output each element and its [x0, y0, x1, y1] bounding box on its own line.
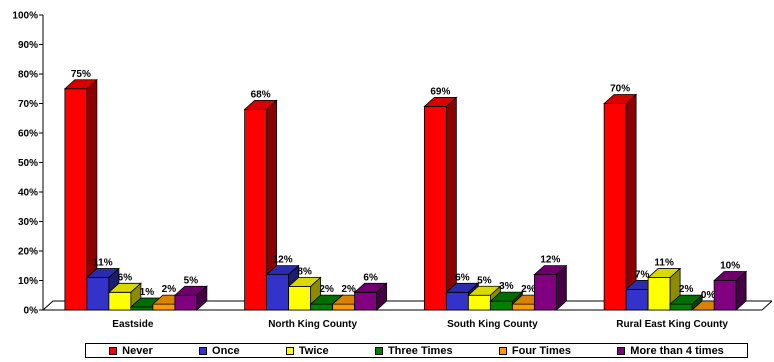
data-label: 2% — [521, 284, 536, 295]
y-tick-label: 20% — [18, 247, 38, 258]
legend-swatch — [374, 346, 383, 355]
legend-item-never: Never — [109, 345, 153, 357]
legend-label: Never — [122, 344, 153, 357]
legend-swatch — [285, 346, 294, 355]
x-tick-label: Rural East King County — [616, 319, 728, 330]
data-label: 75% — [71, 69, 91, 80]
data-label: 6% — [118, 272, 133, 283]
data-label: 12% — [273, 255, 293, 266]
bar-never-1 — [243, 99, 278, 311]
legend-item-once: Once — [199, 345, 240, 357]
legend-item-four-times: Four Times — [498, 344, 571, 357]
data-label: 70% — [610, 84, 630, 95]
data-label: 12% — [540, 255, 560, 266]
legend-item-twice: Twice — [285, 344, 329, 357]
bar-more-than-4-times-3 — [713, 270, 748, 311]
data-label: 69% — [430, 86, 450, 97]
data-label: 3% — [499, 281, 514, 292]
chart-legend: Never Once Twice Three Times Four Times More … — [85, 343, 748, 358]
data-label: 6% — [363, 272, 378, 283]
y-tick-label: 100% — [12, 11, 38, 22]
bar-never-3 — [603, 93, 638, 311]
y-tick-label: 40% — [18, 188, 38, 199]
y-tick-label: 60% — [18, 129, 38, 140]
data-label: 68% — [251, 89, 271, 100]
data-label: 2% — [341, 284, 356, 295]
y-tick-label: 0% — [24, 306, 39, 317]
legend-swatch — [617, 346, 626, 355]
x-tick-label: Eastside — [112, 319, 154, 330]
legend-label: Twice — [298, 344, 329, 357]
x-tick-label: South King County — [447, 319, 538, 330]
y-tick-label: 80% — [18, 70, 38, 81]
legend-label: More than 4 times — [630, 344, 724, 357]
legend-swatch — [109, 346, 118, 355]
legend-swatch — [498, 346, 507, 355]
bar-more-than-4-times-2 — [533, 264, 568, 311]
legend-item-three-times: Three Times — [374, 344, 453, 357]
y-tick-label: 10% — [18, 276, 38, 287]
data-label: 10% — [720, 261, 740, 272]
x-tick-label: North King County — [268, 319, 357, 330]
legend-label: Four Times — [511, 344, 571, 357]
y-tick-label: 90% — [18, 40, 38, 51]
data-label: 0% — [701, 290, 716, 301]
legend-label: Once — [212, 344, 240, 357]
data-label: 2% — [162, 284, 177, 295]
y-tick-label: 70% — [18, 99, 38, 110]
legend-item-more-than-4-times: More than 4 times — [617, 345, 724, 357]
data-label: 11% — [654, 258, 674, 269]
y-tick-label: 50% — [18, 158, 38, 169]
data-label: 2% — [679, 284, 694, 295]
legend-swatch — [199, 346, 208, 355]
data-label: 7% — [635, 269, 650, 280]
chart-floor-right-edge — [761, 300, 773, 311]
legend-label: Three Times — [387, 344, 453, 357]
bar-more-than-4-times-1 — [353, 282, 388, 311]
data-label: 11% — [93, 258, 113, 269]
data-label: 5% — [477, 275, 492, 286]
bar-never-2 — [423, 96, 458, 311]
y-tick-label: 30% — [18, 217, 38, 228]
data-label: 8% — [297, 266, 312, 277]
data-label: 5% — [184, 275, 199, 286]
bar-chart: 0% 10% 20% 30% 40% 50% 60% 70% 80% 90% 100% 75% 11% 6… — [12, 11, 773, 330]
data-label: 1% — [140, 287, 155, 298]
data-label: 2% — [319, 284, 334, 295]
bar-more-than-4-times-0 — [173, 285, 208, 311]
data-label: 6% — [455, 272, 470, 283]
